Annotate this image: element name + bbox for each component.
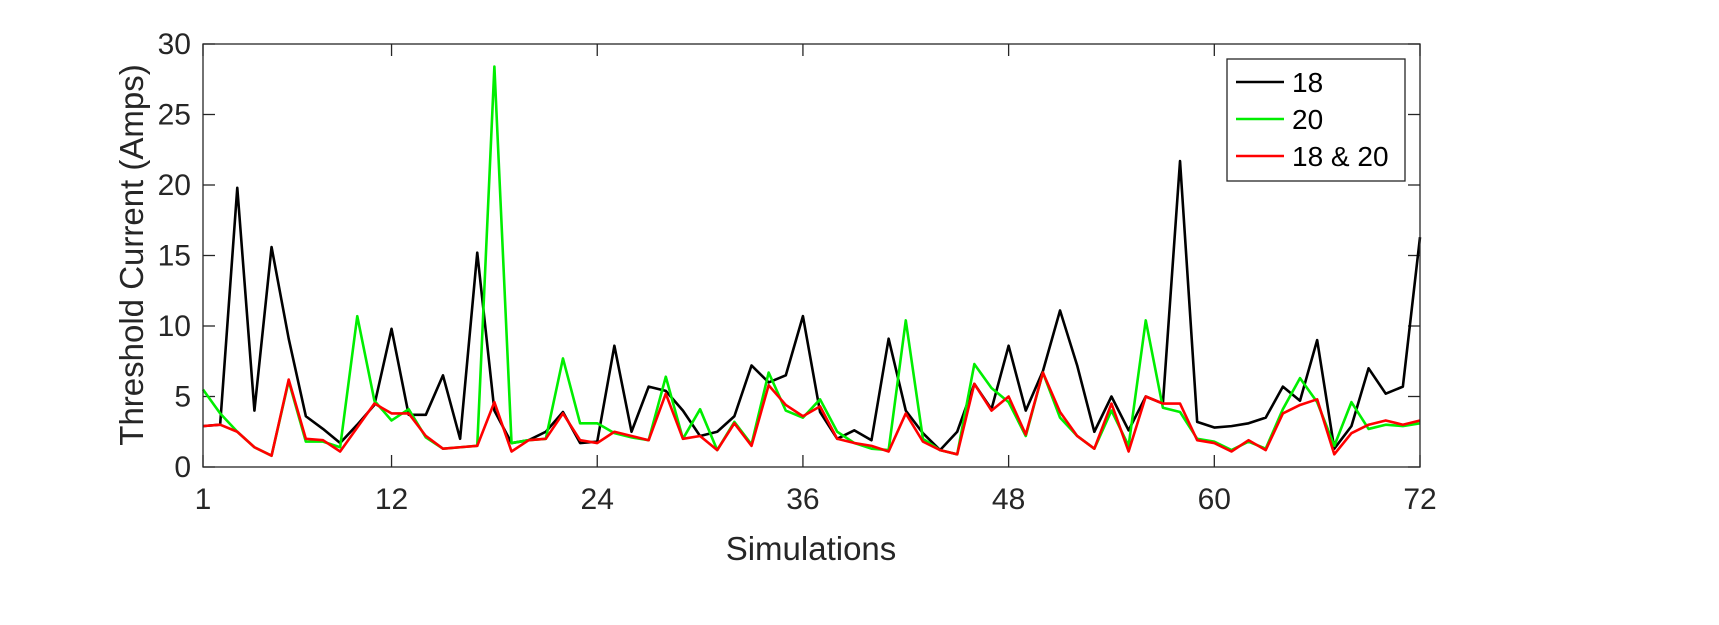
y-tick-label: 25 [158, 99, 191, 132]
x-tick-label: 12 [375, 483, 408, 516]
legend-label: 18 & 20 [1292, 141, 1389, 172]
x-axis-ticks: 1 12 24 36 48 60 72 [195, 44, 1437, 516]
legend-label: 20 [1292, 104, 1323, 135]
x-tick-label: 1 [195, 483, 212, 516]
x-tick-label: 60 [1198, 483, 1231, 516]
y-axis-title: Threshold Current (Amps) [113, 64, 150, 445]
x-tick-label: 72 [1403, 483, 1436, 516]
y-tick-label: 10 [158, 310, 191, 343]
legend-label: 18 [1292, 67, 1323, 98]
legend: 18 20 18 & 20 [1226, 58, 1406, 182]
y-tick-label: 15 [158, 240, 191, 273]
series-line [202, 371, 1421, 458]
series-lines [201, 65, 1422, 458]
y-tick-label: 20 [158, 169, 191, 202]
x-axis-title: Simulations [726, 530, 897, 567]
y-axis-ticks: 0 5 10 15 20 25 30 [158, 28, 1420, 484]
y-tick-label: 30 [158, 28, 191, 61]
plot-frame [202, 43, 1421, 468]
y-tick-label: 0 [174, 451, 191, 484]
x-tick-label: 48 [992, 483, 1025, 516]
x-tick-label: 24 [581, 483, 614, 516]
x-tick-label: 36 [786, 483, 819, 516]
series-line [202, 159, 1422, 452]
y-tick-label: 5 [174, 381, 191, 414]
